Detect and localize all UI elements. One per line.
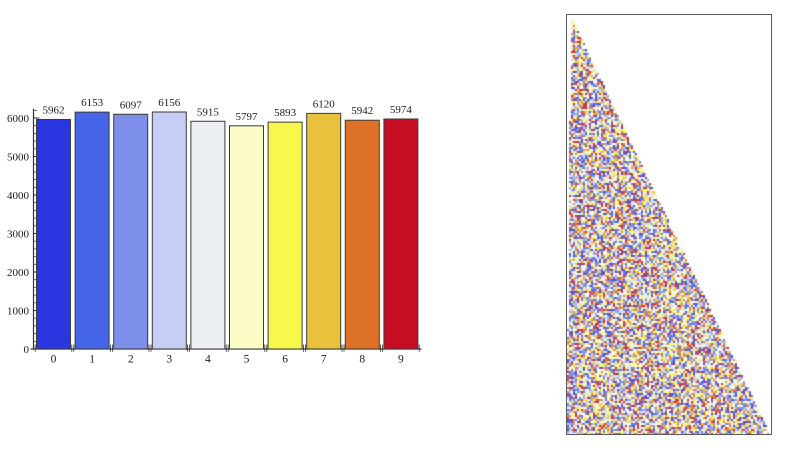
x-category-label: 8: [359, 354, 365, 366]
y-tick-label: 4000: [7, 190, 30, 202]
bar-digit-9: [383, 118, 419, 350]
bar-digit-6: [267, 121, 303, 350]
bar-value-label: 5797: [236, 111, 259, 123]
x-category-label: 6: [282, 354, 288, 366]
digit-frequency-bar-chart: 0 1000 2000 3000 4000 5000 6000 5962 0 6153 1 6097 2…: [7, 97, 422, 366]
y-tick-label: 1000: [7, 305, 30, 317]
bar-value-label: 5962: [43, 104, 65, 116]
digit-noise-triangle-image: [567, 15, 771, 434]
bar-digit-2: [113, 113, 149, 350]
bar-value-label: 6156: [158, 97, 181, 109]
x-category-label: 2: [128, 354, 134, 366]
bar-value-label: 5974: [390, 104, 413, 116]
x-category-label: 9: [398, 354, 404, 366]
x-category-label: 3: [166, 354, 172, 366]
bar-digit-1: [74, 111, 110, 350]
bar-value-label: 6097: [120, 99, 143, 111]
x-category-label: 7: [321, 354, 327, 366]
y-tick-label: 5000: [7, 151, 30, 163]
bar-digit-3: [151, 111, 187, 350]
bar-digit-4: [190, 120, 226, 350]
bar-value-label: 5942: [351, 105, 373, 117]
bar-digit-5: [229, 125, 264, 350]
bar-digit-0: [36, 118, 71, 350]
y-tick-label: 3000: [7, 228, 30, 240]
y-tick-label: 0: [24, 344, 30, 356]
x-category-label: 5: [244, 354, 250, 366]
bar-value-label: 6153: [81, 97, 104, 109]
bar-value-label: 5915: [197, 106, 220, 118]
bar-digit-8: [344, 119, 380, 350]
digit-triangle-panel: [566, 14, 772, 435]
bar-value-label: 6120: [313, 98, 336, 110]
bar-digit-7: [306, 112, 342, 350]
x-category-label: 1: [89, 354, 95, 366]
y-tick-label: 2000: [7, 267, 30, 279]
y-tick-label: 6000: [7, 113, 30, 125]
x-category-label: 4: [205, 354, 211, 366]
x-category-label: 0: [51, 354, 57, 366]
bar-value-label: 5893: [274, 107, 297, 119]
